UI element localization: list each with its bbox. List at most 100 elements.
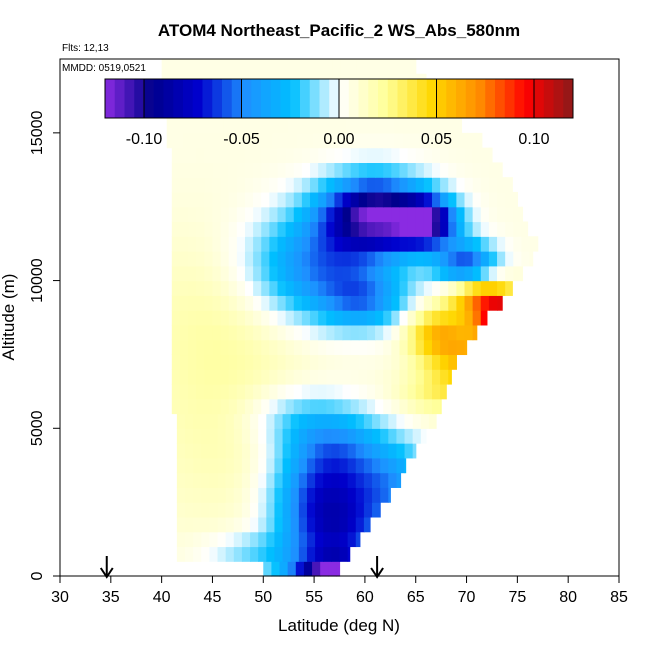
heatmap-cell	[204, 354, 214, 370]
heatmap-cell	[194, 59, 203, 75]
heatmap-cell	[456, 324, 466, 341]
heatmap-cell	[328, 561, 338, 577]
heatmap-cell	[464, 147, 474, 163]
heatmap-cell	[293, 206, 303, 223]
heatmap-cell	[301, 310, 311, 326]
heatmap-cell	[350, 354, 360, 370]
heatmap-cell	[472, 221, 482, 237]
heatmap-cell	[244, 369, 254, 385]
heatmap-cell	[239, 132, 249, 149]
heatmap-cell	[225, 546, 235, 562]
heatmap-cell	[350, 191, 360, 208]
heatmap-cell	[266, 546, 276, 562]
heatmap-cell	[179, 295, 189, 311]
heatmap-cell	[293, 147, 303, 163]
heatmap-cell	[176, 516, 186, 533]
heatmap-cell	[310, 147, 319, 163]
heatmap-cell	[334, 369, 344, 385]
heatmap-cell	[244, 147, 254, 163]
heatmap-cell	[361, 132, 371, 149]
heatmap-cell	[497, 280, 506, 296]
heatmap-cell	[396, 428, 406, 444]
heatmap-cell	[318, 251, 327, 267]
heatmap-cell	[407, 265, 417, 282]
heatmap-cell	[310, 295, 319, 311]
heatmap-cell	[375, 206, 384, 223]
heatmap-cell	[188, 265, 197, 282]
colorbar-segment	[446, 79, 457, 118]
heatmap-cell	[399, 398, 409, 415]
heatmap-cell	[497, 162, 503, 178]
heatmap-cell	[423, 324, 433, 341]
heatmap-cell	[277, 295, 287, 311]
heatmap-cell	[326, 177, 336, 193]
heatmap-cell	[356, 59, 366, 75]
heatmap-cell	[301, 398, 311, 415]
heatmap-cell	[244, 310, 254, 326]
heatmap-cell	[326, 383, 336, 400]
colorbar-segment	[114, 79, 125, 118]
heatmap-cell	[423, 221, 433, 237]
heatmap-cell	[244, 398, 254, 415]
heatmap-cell	[290, 457, 300, 474]
heatmap-cell	[282, 546, 292, 562]
heatmap-cell	[242, 59, 252, 75]
heatmap-cell	[188, 295, 197, 311]
heatmap-cell	[301, 162, 311, 178]
heatmap-cell	[380, 487, 389, 503]
heatmap-cell	[269, 162, 279, 178]
colorbar-segment	[563, 79, 574, 118]
heatmap-cell	[318, 236, 327, 252]
heatmap-cell	[413, 59, 417, 75]
heatmap-cell	[176, 428, 186, 444]
heatmap-cell	[513, 206, 523, 223]
heatmap-cell	[244, 206, 254, 223]
heatmap-cell	[285, 354, 295, 370]
heatmap-cells	[161, 59, 539, 577]
heatmap-cell	[326, 162, 336, 178]
heatmap-cell	[402, 118, 412, 134]
heatmap-cell	[258, 443, 267, 459]
heatmap-cell	[334, 265, 344, 282]
heatmap-cell	[464, 206, 474, 223]
heatmap-cell	[334, 177, 344, 193]
heatmap-cell	[350, 147, 360, 163]
heatmap-cell	[315, 487, 324, 503]
heatmap-cell	[407, 383, 417, 400]
heatmap-cell	[258, 516, 267, 533]
heatmap-cell	[301, 383, 311, 400]
heatmap-cell	[301, 177, 311, 193]
heatmap-cell	[345, 118, 355, 134]
heatmap-cell	[295, 561, 305, 577]
heatmap-cell	[217, 531, 227, 548]
heatmap-cell	[353, 132, 363, 149]
heatmap-cell	[513, 236, 523, 252]
heatmap-cell	[423, 369, 433, 385]
heatmap-cell	[456, 162, 466, 178]
heatmap-cell	[480, 191, 490, 208]
heatmap-cell	[269, 369, 279, 385]
heatmap-cell	[372, 428, 381, 444]
heatmap-cell	[253, 191, 262, 208]
heatmap-cell	[171, 383, 181, 400]
heatmap-cell	[366, 206, 376, 223]
heatmap-cell	[318, 398, 327, 415]
heatmap-cell	[293, 280, 303, 296]
heatmap-cell	[233, 413, 243, 429]
heatmap-cell	[264, 132, 274, 149]
heatmap-cell	[261, 221, 270, 237]
heatmap-cell	[253, 354, 262, 370]
heatmap-cell	[298, 502, 308, 518]
colorbar-segment	[524, 79, 535, 118]
heatmap-cell	[258, 428, 267, 444]
heatmap-cell	[217, 502, 227, 518]
heatmap-cell	[171, 369, 181, 385]
heatmap-cell	[480, 206, 490, 223]
heatmap-cell	[336, 561, 341, 577]
heatmap-cell	[448, 236, 457, 252]
heatmap-cell	[513, 191, 518, 208]
heatmap-cell	[285, 310, 295, 326]
heatmap-cell	[293, 339, 303, 356]
heatmap-cell	[261, 236, 270, 252]
heatmap-cell	[285, 398, 295, 415]
